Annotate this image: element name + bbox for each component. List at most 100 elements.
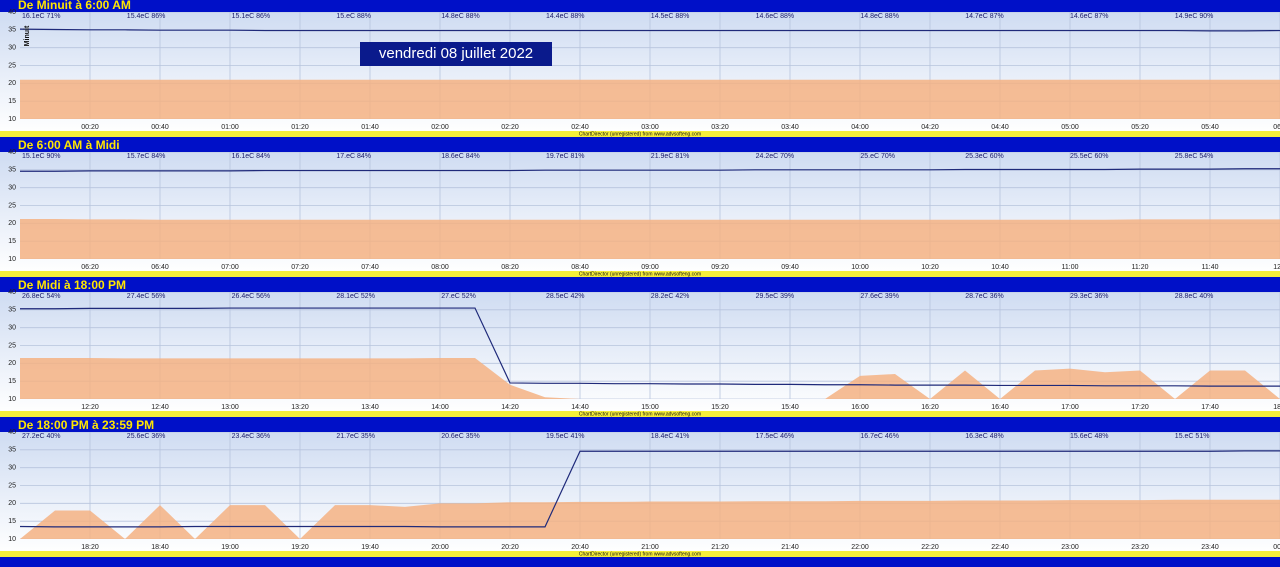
annotation: 17.5eC 46% [756, 433, 795, 440]
x-tick-label: 14:00 [431, 404, 449, 411]
x-tick-label: 15:20 [711, 404, 729, 411]
y-tick-label: 30 [8, 185, 16, 192]
annotation: 28.2eC 42% [651, 293, 690, 300]
x-tick-label: 07:20 [291, 264, 309, 271]
y-axis-label: Minuit [24, 25, 31, 46]
annotation: 28.7eC 36% [965, 293, 1004, 300]
annotation: 19.7eC 81% [546, 153, 585, 160]
x-tick-label: 11:40 [1202, 264, 1219, 271]
area [20, 219, 1280, 259]
x-tick-label: 08:00 [431, 264, 449, 271]
y-tick-label: 15 [8, 518, 16, 525]
annotation: 15.1eC 90% [22, 153, 61, 160]
x-tick-label: 12:0 [1273, 264, 1280, 271]
panel-title: De Minuit à 6:00 AM [18, 0, 131, 12]
y-tick-label: 35 [8, 167, 16, 174]
area [20, 79, 1280, 119]
x-tick-label: 21:00 [641, 544, 659, 551]
x-tick-label: 15:40 [781, 404, 799, 411]
line [20, 28, 1280, 32]
x-tick-label: 00:40 [151, 124, 169, 131]
annotation: 28.8eC 40% [1175, 293, 1214, 300]
panel: De 18:00 PM à 23:59 PM 10 15 20 25 30 35 40 18:2… [0, 418, 1280, 557]
annotation: 15.4eC 86% [127, 13, 166, 20]
annotation: 16.3eC 48% [965, 433, 1004, 440]
x-tick-label: 22:40 [991, 544, 1009, 551]
y-tick-label: 30 [8, 45, 16, 52]
y-tick-label: 15 [8, 378, 16, 385]
annotation: 28.5eC 42% [546, 293, 585, 300]
y-tick-label: 10 [8, 256, 16, 263]
y-tick-label: 20 [8, 500, 16, 507]
panel-title: De 18:00 PM à 23:59 PM [18, 418, 154, 432]
y-tick-label: 20 [8, 80, 16, 87]
x-tick-label: 03:20 [711, 124, 729, 131]
x-tick-label: 05:00 [1061, 124, 1079, 131]
x-tick-label: 09:20 [711, 264, 729, 271]
x-tick-label: 15:00 [641, 404, 659, 411]
x-tick-label: 20:00 [431, 544, 449, 551]
x-tick-label: 16:00 [851, 404, 869, 411]
footer-bar [0, 551, 1280, 557]
y-tick-label: 35 [8, 447, 16, 454]
x-tick-label: 04:20 [921, 124, 939, 131]
x-tick-label: 23:00 [1061, 544, 1079, 551]
annotation: 28.1eC 52% [336, 293, 375, 300]
footer: ChartDirector (unregistered) from www.ad… [579, 131, 701, 137]
x-tick-label: 20:20 [501, 544, 519, 551]
annotation: 29.3eC 36% [1070, 293, 1109, 300]
y-tick-label: 35 [8, 307, 16, 314]
annotation: 16.7eC 46% [860, 433, 899, 440]
annotation: 25.3eC 60% [965, 153, 1004, 160]
area [20, 357, 1280, 399]
annotation: 14.8eC 88% [441, 13, 480, 20]
x-tick-label: 21:20 [711, 544, 729, 551]
x-tick-label: 07:00 [221, 264, 239, 271]
annotation: 26.8eC 54% [22, 293, 61, 300]
footer-bar [0, 411, 1280, 417]
x-tick-label: 20:40 [571, 544, 589, 551]
x-tick-label: 03:00 [641, 124, 659, 131]
x-tick-label: 05:40 [1201, 124, 1219, 131]
line [20, 307, 1280, 387]
x-tick-label: 14:20 [501, 404, 519, 411]
footer: ChartDirector (unregistered) from www.ad… [579, 271, 701, 277]
panel: De Minuit à 6:00 AM 10 15 20 25 30 35 40 00:20 00… [0, 0, 1280, 137]
x-tick-label: 17:20 [1131, 404, 1149, 411]
annotation: 29.5eC 39% [756, 293, 795, 300]
annotation: 19.5eC 41% [546, 433, 585, 440]
annotation: 14.8eC 88% [860, 13, 899, 20]
y-tick-label: 30 [8, 325, 16, 332]
x-tick-label: 17:40 [1201, 404, 1219, 411]
annotation: 16.1eC 71% [22, 13, 61, 20]
annotation: 25.8eC 54% [1175, 153, 1214, 160]
x-tick-label: 09:40 [781, 264, 799, 271]
x-tick-label: 08:40 [571, 264, 589, 271]
y-tick-label: 10 [8, 536, 16, 543]
plot [20, 432, 1280, 539]
annotation: 14.7eC 87% [965, 13, 1004, 20]
annotation: 16.1eC 84% [232, 153, 271, 160]
y-tick-label: 30 [8, 465, 16, 472]
x-tick-label: 13:20 [291, 404, 309, 411]
panel: De Midi à 18:00 PM 10 15 20 25 30 35 40 12:20 12:… [0, 278, 1280, 417]
x-tick-label: 22:00 [851, 544, 869, 551]
annotation: 25.6eC 36% [127, 433, 166, 440]
x-tick-label: 05:20 [1131, 124, 1149, 131]
x-tick-label: 10:00 [851, 264, 869, 271]
x-tick-label: 12:40 [151, 404, 169, 411]
x-tick-label: 11:00 [1062, 264, 1079, 271]
date-box [360, 42, 552, 66]
annotation: 25.5eC 60% [1070, 153, 1109, 160]
annotation: 15.6eC 48% [1070, 433, 1109, 440]
x-tick-label: 04:00 [851, 124, 869, 131]
footer: ChartDirector (unregistered) from www.ad… [579, 411, 701, 417]
annotation: 15.eC 51% [1175, 433, 1210, 440]
x-tick-label: 00:20 [81, 124, 99, 131]
x-tick-label: 23:40 [1201, 544, 1219, 551]
annotation: 15.7eC 84% [127, 153, 166, 160]
x-tick-label: 06:40 [151, 264, 169, 271]
footer-bar [0, 271, 1280, 277]
footer-bar [0, 131, 1280, 137]
